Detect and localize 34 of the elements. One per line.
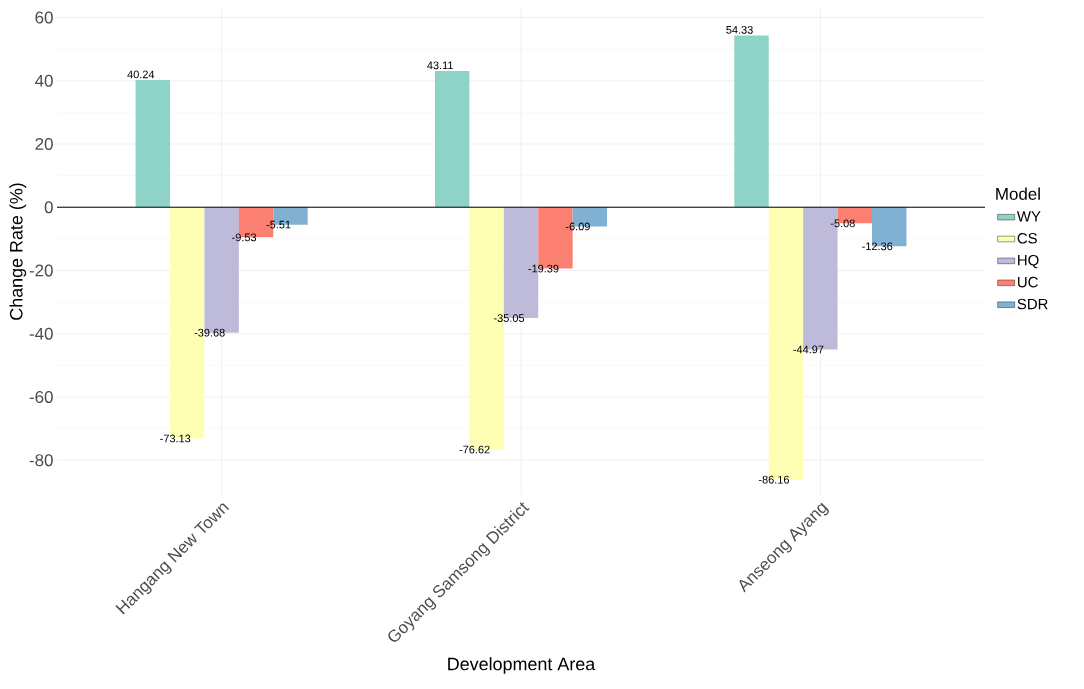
data-label: -5.51 [266,220,291,229]
legend-label: WY [1016,211,1041,222]
y-tick-label: 40 [35,74,53,87]
y-axis-title: Change Rate (%) [9,183,27,320]
data-label: -35.05 [493,314,525,322]
y-tick-label: 0 [44,201,53,214]
y-tick-label: 20 [35,137,53,150]
legend-label: SDR [1017,298,1048,310]
data-label: -39.68 [194,328,225,337]
legend-label: CS [1017,233,1037,244]
y-tick-label: 60 [35,11,53,24]
data-label: -12.36 [862,242,893,251]
data-label: 43.11 [427,61,453,70]
data-label: -73.13 [160,434,191,443]
bar [135,79,171,208]
bar [434,70,470,208]
y-tick-label: -20 [29,264,53,277]
x-axis-title: Development Area [448,657,596,674]
legend-title: Model [996,187,1040,200]
bar [734,35,769,208]
data-label: -9.53 [232,233,257,242]
data-label: -44.97 [793,345,824,354]
data-label: -86.16 [758,475,790,484]
y-tick-label: -60 [29,390,53,403]
data-label: 54.33 [726,25,753,34]
data-label: -76.62 [459,445,490,454]
data-label: -5.08 [830,219,855,228]
data-label: -19.39 [528,264,559,273]
y-tick-label: -80 [29,454,53,467]
legend-label: UC [1018,276,1038,288]
legend-label: HQ [1018,254,1039,269]
data-label: 40.24 [127,70,155,79]
data-label: -6.09 [565,222,590,231]
y-tick-label: -40 [29,327,53,340]
